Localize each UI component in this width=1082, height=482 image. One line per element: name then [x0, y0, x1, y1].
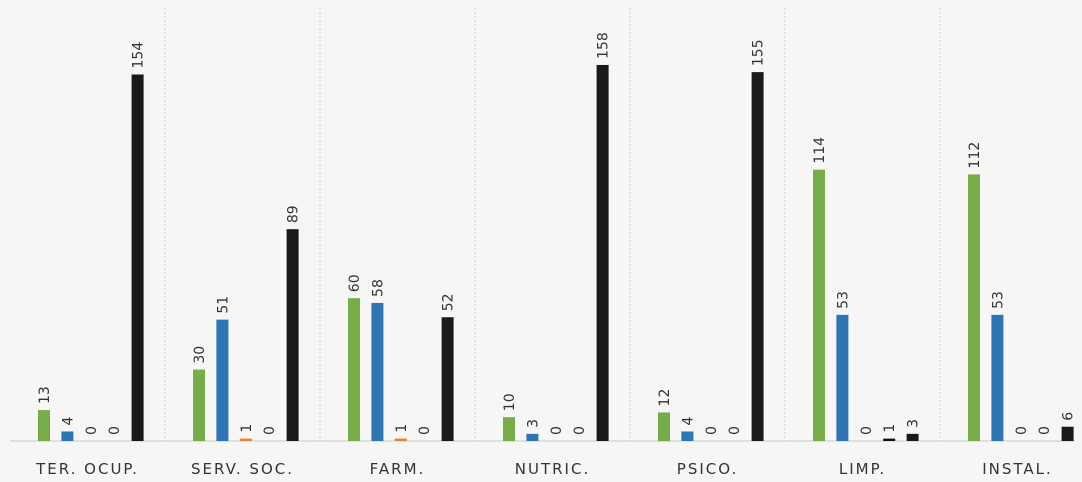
data-label: 0	[1014, 426, 1030, 435]
bar	[38, 410, 50, 441]
bar	[883, 438, 896, 441]
bar	[193, 369, 205, 441]
data-label: 1	[239, 424, 255, 433]
category-label: TER. OCUP.	[35, 460, 139, 478]
data-label: 0	[262, 426, 278, 435]
data-label: 155	[751, 39, 767, 66]
data-label: 1	[882, 424, 898, 433]
bar	[526, 433, 539, 441]
category-label: NUTRIC.	[515, 460, 590, 478]
bar	[441, 317, 454, 441]
category-label: LIMP.	[839, 460, 886, 478]
data-label: 4	[680, 416, 696, 425]
data-label: 0	[704, 426, 720, 435]
data-label: 112	[967, 142, 983, 169]
data-label: 158	[596, 32, 612, 59]
data-label: 4	[60, 416, 76, 425]
data-label: 89	[286, 205, 302, 223]
bar	[348, 298, 360, 441]
data-label: 0	[549, 426, 565, 435]
data-label: 30	[192, 346, 208, 364]
data-label: 114	[812, 137, 828, 164]
category-label: INSTAL.	[982, 460, 1053, 478]
bar	[658, 412, 670, 441]
data-label: 52	[441, 293, 457, 311]
bar	[216, 319, 229, 441]
data-label: 51	[215, 296, 231, 314]
data-label: 13	[37, 386, 53, 404]
data-label: 3	[906, 419, 922, 428]
data-label: 1	[394, 424, 410, 433]
bar	[751, 72, 764, 441]
data-label: 0	[727, 426, 743, 435]
bar	[371, 302, 384, 441]
bar	[394, 438, 407, 441]
data-label: 154	[131, 42, 147, 69]
bar	[596, 64, 609, 442]
bar	[813, 169, 825, 441]
bar	[61, 431, 74, 441]
category-label: SERV. SOC.	[191, 460, 294, 478]
bar	[503, 417, 515, 441]
bar	[906, 433, 919, 441]
data-label: 0	[107, 426, 123, 435]
category-label: PSICO.	[677, 460, 738, 478]
bar	[836, 314, 849, 441]
bar	[1061, 426, 1074, 441]
data-label: 12	[657, 389, 673, 407]
data-label: 53	[990, 291, 1006, 309]
data-label: 0	[84, 426, 100, 435]
data-label: 0	[1037, 426, 1053, 435]
data-label: 10	[502, 393, 518, 411]
data-label: 0	[417, 426, 433, 435]
bar	[968, 174, 980, 441]
data-label: 58	[370, 279, 386, 297]
bar	[239, 438, 252, 441]
data-label: 53	[835, 291, 851, 309]
bar	[681, 431, 694, 441]
data-label: 6	[1061, 412, 1077, 421]
data-label: 3	[525, 419, 541, 428]
data-label: 60	[347, 274, 363, 292]
bar	[131, 74, 144, 441]
bar	[991, 314, 1004, 441]
category-label: FARM.	[370, 460, 426, 478]
data-label: 0	[859, 426, 875, 435]
data-label: 0	[572, 426, 588, 435]
bar	[286, 229, 299, 441]
